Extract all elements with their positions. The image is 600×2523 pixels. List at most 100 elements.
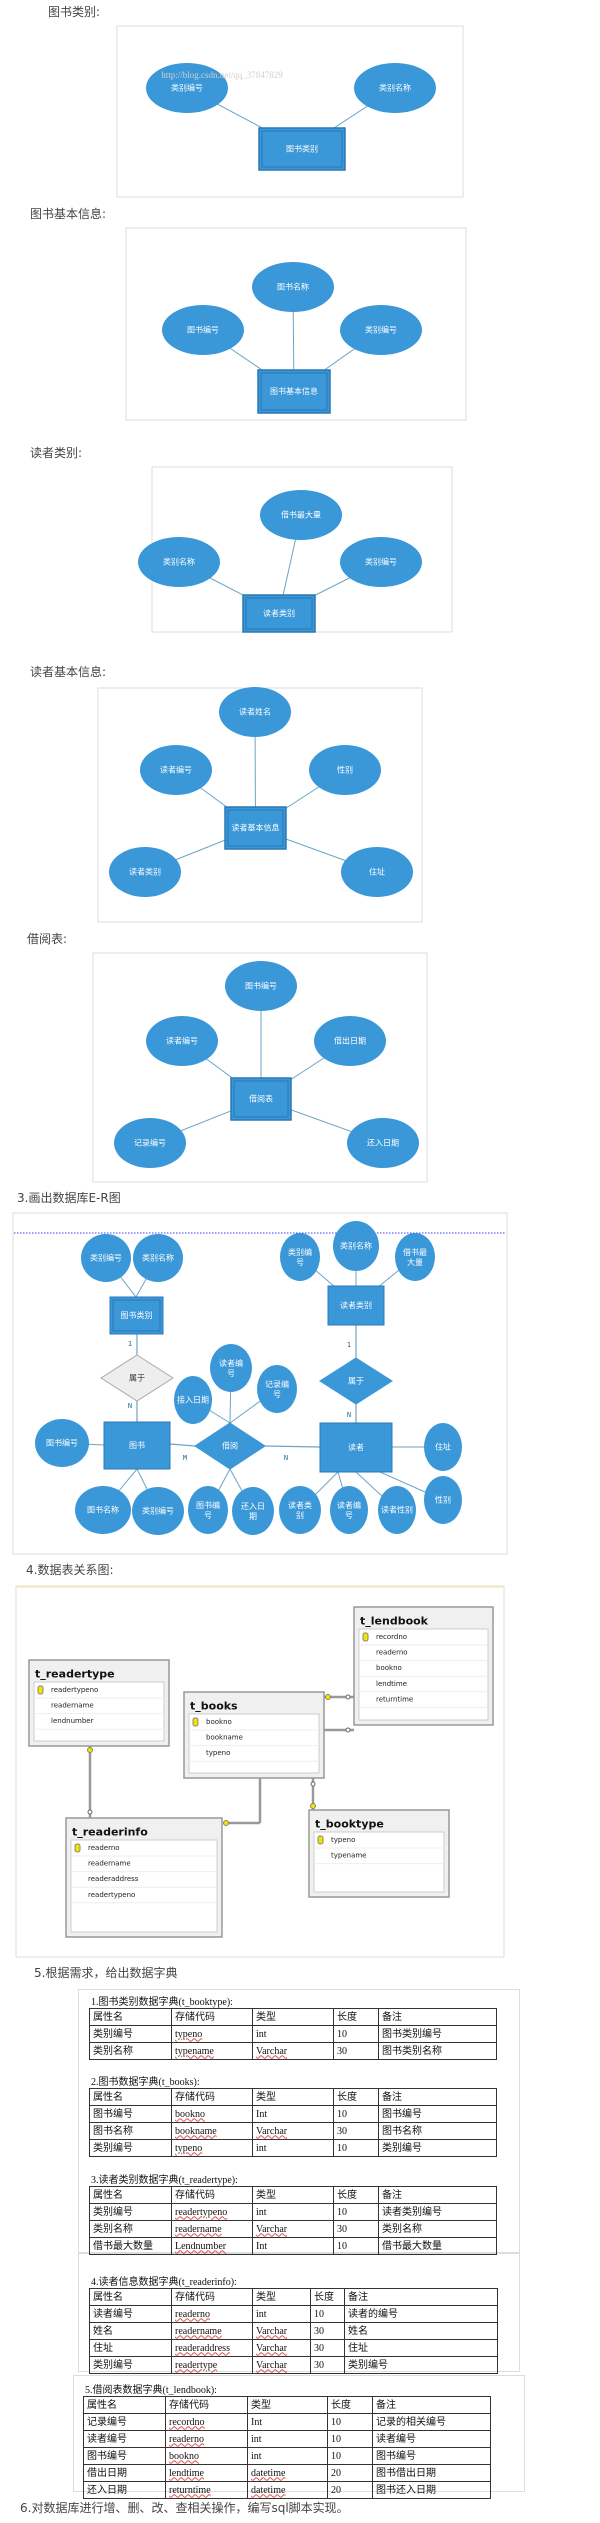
attribute-label: 类别编号 (365, 325, 397, 335)
attribute-label: 读者编号 (160, 765, 192, 775)
table-cell: 10 (333, 2203, 379, 2221)
cell-text: 30 (314, 2359, 324, 2371)
header-cell: 备注 (372, 2396, 491, 2414)
section-label-book-info: 图书基本信息: (30, 207, 107, 221)
header-row: 属性名 存储代码 类型 长度 备注 (89, 2008, 497, 2026)
cell-text: 还入日期 (87, 2484, 127, 2496)
cell-text: 类别名称 (93, 2223, 133, 2235)
header-cell: 类型 (247, 2396, 328, 2414)
attribute-ellipse (347, 1118, 419, 1168)
foreign-key-icon (87, 1747, 93, 1753)
table-cell: 图书编号 (89, 2105, 172, 2123)
column-name: readeraddress (88, 1875, 139, 1883)
cell-text: 类别编号 (382, 2142, 422, 2154)
er-attribute-ellipse (35, 1419, 89, 1467)
header-cell: 属性名 (89, 2288, 172, 2306)
entity-inner-border (261, 130, 343, 168)
table-cell: 图书类别名称 (378, 2042, 497, 2060)
table-row: 类别编号 typeno int 10 图书类别编号 (89, 2025, 497, 2043)
er-attribute-label: 图书编号 (196, 1500, 220, 1520)
column-name: lendnumber (51, 1717, 94, 1725)
cell-text: 住址 (348, 2342, 368, 2354)
cell-text: Lendnumber (175, 2240, 227, 2252)
er-attribute-ellipse (378, 1486, 416, 1534)
er-attribute-ellipse (75, 1486, 131, 1534)
entity-box (257, 369, 331, 414)
er-cardinality-label: N (284, 1454, 288, 1462)
cell-text: 读者编号 (93, 2308, 133, 2320)
table-cell: 10 (333, 2025, 379, 2043)
cell-text: 借出日期 (87, 2467, 127, 2479)
attribute-ellipse (341, 847, 413, 897)
foreign-key-icon (223, 1820, 229, 1826)
table-cell: 20 (327, 2481, 373, 2499)
table-row: 记录编号 recordno Int 10 记录的相关编号 (83, 2413, 491, 2431)
table-cell: int (252, 2025, 334, 2043)
section-label-reader-type: 读者类别: (30, 446, 83, 460)
table-cell: 图书借出日期 (372, 2464, 491, 2482)
cell-text: 类别编号 (348, 2359, 388, 2371)
table-cell: 姓名 (89, 2322, 172, 2340)
attribute-label: 性别 (337, 765, 353, 775)
header-cell: 类型 (252, 2186, 334, 2204)
table-cell: Varchar (252, 2122, 334, 2140)
er-attribute-label: 图书编号 (46, 1438, 78, 1448)
table-row: 借出日期 lendtime datetime 20 图书借出日期 (83, 2464, 491, 2482)
cell-text: int (251, 2433, 262, 2445)
cell-text: 图书名称 (93, 2125, 133, 2137)
attribute-label: 类别编号 (365, 557, 397, 567)
er-attribute-label: 读者编号 (219, 1358, 243, 1378)
dictionary-caption: 2.图书数据字典(t_books): (91, 2077, 200, 2088)
table-cell: 30 (333, 2122, 379, 2140)
cell-text: returntime (169, 2484, 211, 2496)
cell-text: 读者的编号 (348, 2308, 398, 2320)
table-columns-area (70, 1839, 218, 1933)
table-row: 姓名 readername Varchar 30 姓名 (89, 2322, 498, 2340)
er-cardinality-label: N (347, 1411, 351, 1419)
header-row: 属性名 存储代码 类型 长度 备注 (83, 2396, 491, 2414)
table-cell: readername (171, 2322, 253, 2340)
table-cell: 30 (310, 2356, 345, 2374)
header-cell: 类型 (252, 2288, 311, 2306)
primary-key-icon (192, 1717, 199, 1727)
dictionary-caption: 1.图书类别数据字典(t_booktype): (91, 1997, 233, 2008)
er-attribute-label: 住址 (435, 1442, 451, 1452)
cell-text: bookno (175, 2108, 205, 2120)
dictionary-table: 属性名 存储代码 类型 长度 备注 读者编号 readerno int 10 读者的编号 姓名 rea… (89, 2288, 498, 2374)
table-cell: 20 (327, 2464, 373, 2482)
column-name: bookname (206, 1734, 243, 1742)
header-cell: 属性名 (89, 2186, 172, 2204)
dictionary-table: 属性名 存储代码 类型 长度 备注 类别编号 typeno int 10 图书类别编号 类别名称 ty… (89, 2008, 497, 2060)
attribute-ellipse (340, 537, 422, 587)
column-name: typeno (331, 1836, 355, 1844)
attribute-label: 类别名称 (379, 83, 411, 93)
er-attribute-ellipse (257, 1365, 297, 1413)
table-cell: 记录的相关编号 (372, 2413, 491, 2431)
cell-text: int (251, 2450, 262, 2462)
entity-box (224, 806, 287, 850)
table-cell: 类别编号 (89, 2203, 172, 2221)
dictionary-caption: 5.借阅表数据字典(t_lendbook): (85, 2385, 217, 2396)
table-row: 类别名称 typename Varchar 30 图书类别名称 (89, 2042, 497, 2060)
header-cell: 类型 (252, 2088, 334, 2106)
table-cell: 图书名称 (89, 2122, 172, 2140)
er-entity-label: 图书类别 (121, 1310, 153, 1320)
table-cell: Varchar (252, 2042, 334, 2060)
header-cell: 属性名 (83, 2396, 166, 2414)
er-attribute-ellipse (174, 1376, 212, 1424)
cell-text: 类别编号 (93, 2206, 133, 2218)
header-cell: 存储代码 (171, 2008, 253, 2026)
section-label-lend: 借阅表: (27, 932, 68, 946)
header-cell: 长度 (333, 2008, 379, 2026)
watermark: http://blog.csdn.net/qq_37847829 (161, 70, 283, 80)
attribute-label: 读者编号 (166, 1036, 198, 1046)
table-title: t_readertype (35, 1668, 115, 1681)
cell-text: 类别编号 (93, 2359, 133, 2371)
table-row: 类别编号 typeno int 10 类别编号 (89, 2139, 497, 2157)
er-attribute-label: 接入日期 (177, 1395, 209, 1405)
cell-text: Varchar (256, 2359, 288, 2371)
er-attribute-ellipse (133, 1234, 183, 1282)
cell-text: 类别编号 (93, 2028, 133, 2040)
header-row: 属性名 存储代码 类型 长度 备注 (89, 2186, 497, 2204)
cell-text: 图书编号 (93, 2108, 133, 2120)
